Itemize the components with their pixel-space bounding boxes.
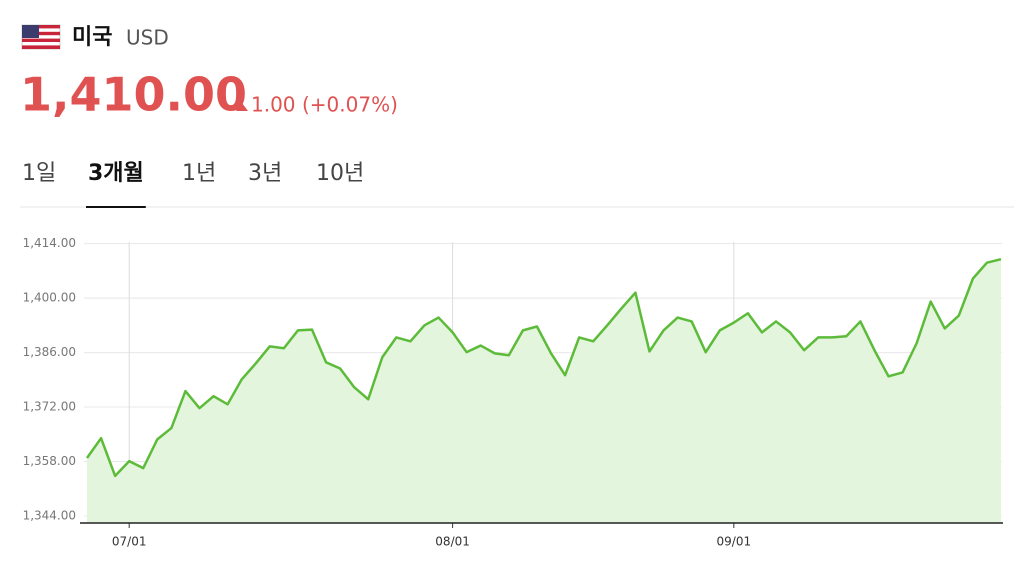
change: 1.00 [251,93,296,117]
tab[interactable]: 1년 [182,161,216,186]
country: 미국 [72,25,112,50]
tab[interactable]: 10년 [316,161,364,186]
change-pct: (+0.07%) [302,93,398,117]
tab-underline [86,206,146,208]
us-flag [21,24,61,50]
currency: USD [126,26,169,50]
x-tick-label: 09/01 [717,535,752,549]
up-arrow [236,103,248,111]
area-fill [87,259,1001,523]
y-tick-label: 1,372.00 [23,400,76,414]
y-tick-label: 1,358.00 [23,454,76,468]
price-line [85,257,1002,478]
y-tick-label: 1,414.00 [23,236,76,250]
y-tick-label: 1,400.00 [23,291,76,305]
tab[interactable]: 1일 [22,161,56,186]
x-tick-label: 08/01 [435,535,470,549]
tab[interactable]: 3년 [248,161,282,186]
tab[interactable]: 3개월 [88,161,144,186]
price: 1,410.00 [20,68,247,122]
y-tick-label: 1,344.00 [23,508,76,522]
y-tick-label: 1,386.00 [23,345,76,359]
x-tick-label: 07/01 [112,535,147,549]
